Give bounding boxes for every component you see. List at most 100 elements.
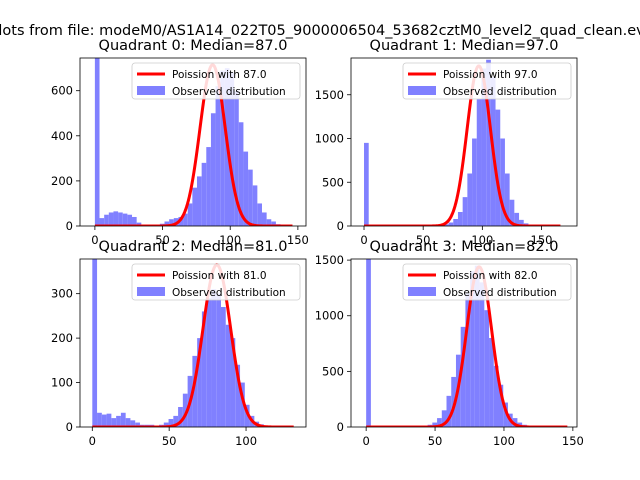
histogram-bar <box>206 147 211 226</box>
histogram-bar <box>210 113 216 226</box>
x-tick-label: 0 <box>91 233 98 247</box>
x-tick-label: 100 <box>471 233 493 247</box>
histogram-bar <box>130 420 136 427</box>
histogram-bar <box>266 219 272 226</box>
histogram-bar <box>500 138 505 226</box>
histogram-bar <box>168 419 174 427</box>
histogram-bar <box>240 382 245 427</box>
histogram-bar <box>97 412 102 427</box>
histogram-bar <box>271 221 276 226</box>
x-tick-label: 150 <box>531 233 553 247</box>
quadrant-2-plot-area <box>91 259 295 427</box>
histogram-bar <box>366 259 371 427</box>
histogram-bar <box>211 289 217 427</box>
x-tick-label: 150 <box>287 233 309 247</box>
histogram-bar <box>512 418 518 427</box>
histogram-bar <box>443 224 449 226</box>
histogram-bar <box>122 213 128 226</box>
y-tick-label: 100 <box>51 376 73 390</box>
legend-bar-label: Observed distribution <box>443 287 557 299</box>
x-tick-label: 100 <box>235 434 257 448</box>
histogram-bar <box>481 68 487 226</box>
histogram-bar <box>230 338 236 427</box>
histogram-bar <box>182 393 188 427</box>
histogram-bar <box>187 203 193 226</box>
legend-bar-swatch <box>408 287 436 296</box>
axes-frame <box>350 57 578 227</box>
histogram-bar <box>92 259 98 427</box>
axes-frame <box>79 57 307 227</box>
histogram-bar <box>519 219 524 226</box>
histogram-bar <box>127 214 133 226</box>
y-tick-label: 1500 <box>315 88 344 102</box>
histogram-bar <box>169 219 174 226</box>
y-tick-label: 0 <box>66 420 73 434</box>
histogram-bar <box>192 187 198 226</box>
histogram-bar <box>472 138 477 226</box>
figure-suptitle: Plots from file: modeM0/AS1A14_022T05_90… <box>0 23 640 39</box>
histogram-bar <box>135 422 140 427</box>
quadrant-1-panel: Quadrant 1: Median=97.00 50 100 15005001000… <box>315 38 578 247</box>
histogram-bar <box>118 212 123 226</box>
histogram-bar <box>243 151 249 226</box>
histogram-bar <box>486 59 491 226</box>
histogram-bar <box>113 211 119 226</box>
x-tick-label: 150 <box>562 434 584 448</box>
histogram-bar <box>225 324 231 427</box>
y-tick-label: 200 <box>51 174 73 188</box>
histogram-bar <box>479 282 485 427</box>
legend: Poission with 87.0 Observed distribution <box>131 62 301 100</box>
histogram-bar <box>257 203 262 226</box>
legend-bar-label: Observed distribution <box>443 86 557 98</box>
histogram-bar <box>432 422 438 427</box>
y-tick-label: 1500 <box>315 253 344 267</box>
y-tick-label: 400 <box>51 129 73 143</box>
legend-bar-label: Observed distribution <box>172 287 286 299</box>
y-tick-label: 200 <box>51 331 73 345</box>
y-tick-label: 500 <box>322 364 344 378</box>
histogram-bar <box>111 418 117 427</box>
quadrant-2-panel: Quadrant 2: Median=81.0 0 50 100 0 100 200 300 P… <box>51 239 307 448</box>
histogram-bar <box>514 212 520 226</box>
x-tick-label: 0 <box>360 233 367 247</box>
x-tick-label: 100 <box>493 434 515 448</box>
legend-bar-swatch <box>408 86 436 95</box>
poisson-curve <box>91 263 295 427</box>
axes-frame <box>350 258 578 428</box>
y-tick-label: 0 <box>337 219 344 233</box>
histogram-bar <box>173 415 179 427</box>
y-tick-label: 600 <box>51 84 73 98</box>
histogram-bar <box>470 271 475 427</box>
quadrant-0-panel: Quadrant 0: Median=87.0 0 50 100 150 0 200 400 6… <box>51 38 309 247</box>
histogram-bar <box>446 395 452 427</box>
histogram-bar <box>495 109 501 226</box>
histogram-bar <box>192 355 198 427</box>
quadrant-2-title: Quadrant 2: Median=81.0 <box>99 239 288 255</box>
histogram-bar <box>238 122 244 226</box>
histogram-bar <box>108 212 114 226</box>
histogram-bar <box>94 58 100 226</box>
quadrant-0-title: Quadrant 0: Median=87.0 <box>99 38 288 54</box>
x-tick-label: 50 <box>155 233 170 247</box>
quadrant-3-panel: Quadrant 3: Median=82.00 50 100 15005001000… <box>315 239 584 448</box>
histogram-bar <box>163 422 169 427</box>
histogram-bar <box>493 365 499 427</box>
x-tick-label: 0 <box>362 434 369 448</box>
histogram-bar <box>178 407 183 427</box>
histogram-bar <box>201 162 207 226</box>
histogram-bar <box>104 214 109 226</box>
histogram-bar <box>261 212 267 226</box>
histogram-bar <box>116 415 121 427</box>
y-tick-label: 0 <box>66 219 73 233</box>
legend-bar-swatch <box>137 86 165 95</box>
histogram-bar <box>215 86 221 226</box>
legend-box <box>402 62 572 100</box>
legend-line-label: Poission with 82.0 <box>443 270 538 282</box>
histogram-bar <box>457 212 463 226</box>
histogram-bar <box>235 364 241 427</box>
histogram-bar <box>136 222 142 226</box>
histogram-bar <box>106 413 112 427</box>
histogram-bar <box>489 337 494 427</box>
histogram-bar <box>364 142 369 226</box>
